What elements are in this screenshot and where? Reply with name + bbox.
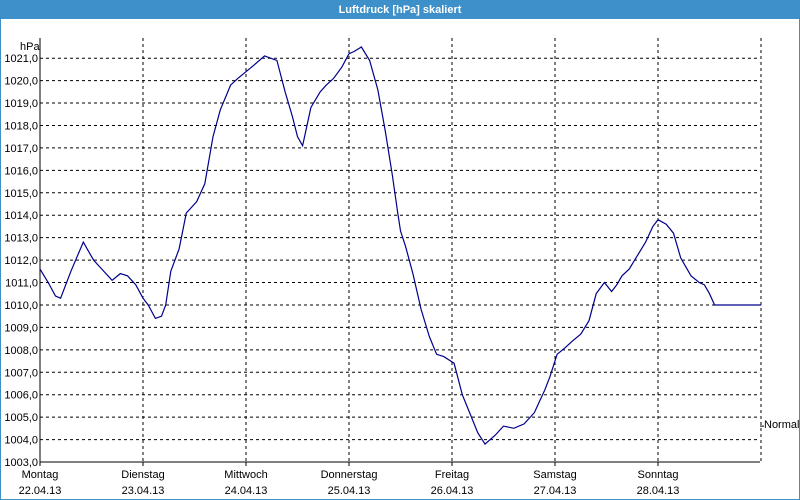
normal-reference-label: Normal [764,419,799,431]
series-layer [39,46,761,446]
y-tick-label: 1012,0 [4,255,38,267]
chart-title: Luftdruck [hPa] skaliert [1,1,799,19]
y-tick-label: 1015,0 [4,188,38,200]
x-tick-day: Samstag [533,469,576,481]
x-tick-day: Freitag [435,469,469,481]
x-tick-labels: Montag 22.04.13 Dienstag 23.04.13 Mittwoch 24… [19,469,680,497]
y-tick-label: 1014,0 [4,210,38,222]
y-tick-label: 1010,0 [4,300,38,312]
y-tick-label: 1009,0 [4,322,38,334]
x-tick-day: Montag [22,469,59,481]
y-tick-labels: 1003,0 1004,0 1005,0 1006,0 1007,0 1008,0 1009… [4,53,38,469]
x-tick-date: 25.04.13 [328,485,371,497]
y-axis-unit: hPa [20,41,40,53]
y-tick-label: 1018,0 [4,120,38,132]
x-tick-day: Mittwoch [224,469,267,481]
y-tick-label: 1006,0 [4,390,38,402]
x-tick-date: 23.04.13 [122,485,165,497]
y-tick-label: 1013,0 [4,233,38,245]
y-tick-label: 1020,0 [4,76,38,88]
y-tick-label: 1021,0 [4,53,38,65]
x-tick-day: Sonntag [638,469,679,481]
y-tick-label: 1017,0 [4,143,38,155]
y-tick-label: 1011,0 [5,278,38,290]
y-tick-label: 1004,0 [4,435,38,447]
x-tick-date: 24.04.13 [225,485,268,497]
x-tick-date: 27.04.13 [534,485,577,497]
y-tick-label: 1016,0 [4,165,38,177]
y-tick-label: 1019,0 [4,98,38,110]
x-tick-date: 22.04.13 [19,485,62,497]
y-tick-label: 1007,0 [4,367,38,379]
y-tick-label: 1003,0 [4,457,38,469]
x-tick-day: Dienstag [121,469,164,481]
grid-layer [40,38,762,463]
pressure-series-line [39,46,761,446]
y-tick-label: 1008,0 [4,345,38,357]
x-tick-day: Donnerstag [321,469,378,481]
y-tick-label: 1005,0 [4,412,38,424]
x-tick-date: 26.04.13 [431,485,474,497]
x-tick-date: 28.04.13 [637,485,680,497]
axis-layer [39,38,764,466]
